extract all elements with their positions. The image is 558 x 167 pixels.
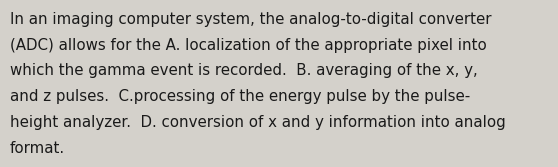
Text: height analyzer.  D. conversion of x and y information into analog: height analyzer. D. conversion of x and … [10,115,506,130]
Text: which the gamma event is recorded.  B. averaging of the x, y,: which the gamma event is recorded. B. av… [10,63,478,78]
Text: (ADC) allows for the A. localization of the appropriate pixel into: (ADC) allows for the A. localization of … [10,38,487,53]
Text: and z pulses.  C.processing of the energy pulse by the pulse-: and z pulses. C.processing of the energy… [10,89,470,104]
Text: format.: format. [10,141,65,156]
Text: In an imaging computer system, the analog-to-digital converter: In an imaging computer system, the analo… [10,12,492,27]
